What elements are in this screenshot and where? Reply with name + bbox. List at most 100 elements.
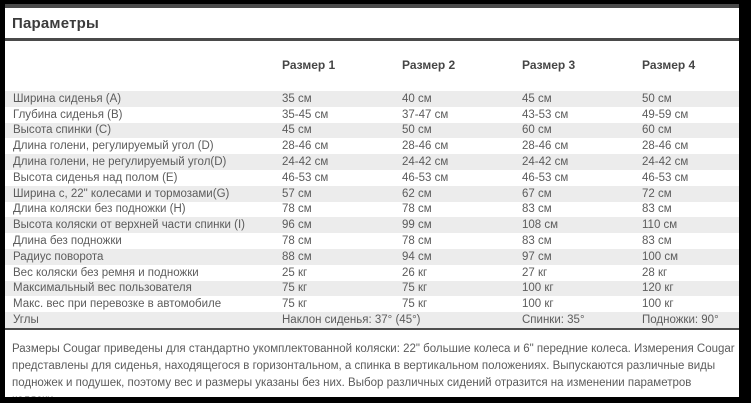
row-value: 45 см: [282, 124, 312, 137]
table-row: Вес коляски без ремня и подножки 25 кг 26 …: [5, 265, 739, 281]
row-value: 100 кг: [522, 298, 554, 311]
row-value: 62 см: [402, 187, 432, 200]
row-value: 83 см: [642, 235, 672, 248]
row-value: 46-53 см: [642, 171, 689, 184]
table-row: Глубина сиденья (B) 35-45 см 37-47 см 43-53…: [5, 107, 739, 123]
row-label: Макс. вес при перевозке в автомобиле: [13, 298, 222, 311]
row-value: 46-53 см: [522, 171, 569, 184]
row-label: Радиус поворота: [13, 250, 104, 263]
table-row: Максимальный вес пользователя 75 кг 75 кг 1…: [5, 280, 739, 297]
row-label: Длина без подножки: [13, 235, 122, 248]
row-value: 67 см: [522, 187, 552, 200]
row-value: 49-59 см: [642, 108, 689, 121]
row-value: 96 см: [282, 219, 312, 232]
row-label: Вес коляски без ремня и подножки: [13, 266, 199, 279]
row-value: 78 см: [282, 203, 312, 216]
row-value: 45 см: [522, 92, 552, 105]
table-row: Длина голени, не регулируемый угол(D) 24-…: [5, 154, 739, 170]
row-value: 27 кг: [522, 266, 548, 279]
parameters-table: Размер 1 Размер 2 Размер 3 Размер 4 Шири…: [5, 58, 739, 330]
row-value: 26 кг: [402, 266, 428, 279]
row-value: 46-53 см: [402, 171, 449, 184]
row-value: 78 см: [282, 235, 312, 248]
row-value: 78 см: [402, 235, 432, 248]
row-value: 24-42 см: [402, 156, 449, 169]
table-header-row: Размер 1 Размер 2 Размер 3 Размер 4: [5, 58, 739, 72]
column-header-size-2: Размер 2: [402, 58, 456, 72]
footnote: Размеры Cougar приведены для стандартно …: [12, 342, 735, 403]
row-value: 24-42 см: [522, 156, 569, 169]
row-label: Ширина сиденья (A): [13, 92, 122, 105]
table-row: Высота спинки (C) 45 см 50 см 60 см 60 см: [5, 122, 739, 139]
row-value: 57 см: [282, 187, 312, 200]
row-value: 28-46 см: [402, 140, 449, 153]
angles-label: Углы: [13, 314, 39, 327]
row-value: 37-47 см: [402, 108, 449, 121]
row-value: 75 кг: [402, 298, 428, 311]
row-value: 83 см: [642, 203, 672, 216]
row-value: 35 см: [282, 92, 312, 105]
row-value: 99 см: [402, 219, 432, 232]
row-value: 108 см: [522, 219, 559, 232]
row-value: 83 см: [522, 235, 552, 248]
table-row: Длина без подножки 78 см 78 см 83 см 83 см: [5, 233, 739, 249]
row-value: 75 кг: [282, 298, 308, 311]
row-value: 60 см: [642, 124, 672, 137]
row-value: 94 см: [402, 250, 432, 263]
angles-back-value: Спинки: 35°: [522, 314, 585, 327]
table-row: Длина коляски без подножки (H) 78 см 78 см…: [5, 202, 739, 218]
row-value: 24-42 см: [282, 156, 329, 169]
row-label: Длина коляски без подножки (H): [13, 203, 186, 216]
column-header-size-4: Размер 4: [642, 58, 696, 72]
row-value: 75 кг: [282, 282, 308, 295]
row-value: 25 кг: [282, 266, 308, 279]
row-value: 100 см: [642, 250, 679, 263]
angles-seat-value: Наклон сиденья: 37° (45°): [282, 314, 421, 327]
row-label: Высота спинки (C): [13, 124, 112, 137]
row-value: 28-46 см: [642, 140, 689, 153]
row-label: Высота сиденья над полом (E): [13, 171, 178, 184]
table-row: Высота коляски от верхней части спинки (…: [5, 217, 739, 234]
row-label: Максимальный вес пользователя: [13, 282, 192, 295]
table-row: Ширина с, 22" колесами и тормозами(G) 57 …: [5, 185, 739, 202]
row-value: 40 см: [402, 92, 432, 105]
row-value: 75 кг: [402, 282, 428, 295]
row-label: Длина голени, регулируемый угол (D): [13, 140, 214, 153]
title-divider: [5, 38, 739, 41]
row-value: 100 кг: [642, 298, 674, 311]
row-label: Длина голени, не регулируемый угол(D): [13, 156, 227, 169]
table-row: Ширина сиденья (A) 35 см 40 см 45 см 50 см: [5, 91, 739, 107]
table-row: Макс. вес при перевозке в автомобиле 75 к…: [5, 296, 739, 312]
row-value: 46-53 см: [282, 171, 329, 184]
row-value: 35-45 см: [282, 108, 329, 121]
angles-row: Углы Наклон сиденья: 37° (45°) Спинки: 3…: [5, 312, 739, 330]
row-label: Ширина с, 22" колесами и тормозами(G): [13, 187, 230, 200]
page-title: Параметры: [12, 15, 99, 32]
row-value: 24-42 см: [642, 156, 689, 169]
row-label: Глубина сиденья (B): [13, 108, 123, 121]
row-value: 78 см: [402, 203, 432, 216]
row-value: 88 см: [282, 250, 312, 263]
row-value: 120 кг: [642, 282, 674, 295]
row-label: Высота коляски от верхней части спинки (…: [13, 219, 245, 232]
table-body: Ширина сиденья (A) 35 см 40 см 45 см 50 см Гл…: [5, 91, 739, 312]
row-value: 110 см: [642, 219, 678, 232]
column-header-size-1: Размер 1: [282, 58, 336, 72]
row-value: 28-46 см: [522, 140, 569, 153]
table-row: Радиус поворота 88 см 94 см 97 см 100 см: [5, 248, 739, 265]
table-row: Высота сиденья над полом (E) 46-53 см 46-5…: [5, 170, 739, 186]
top-divider: [5, 4, 739, 8]
angles-footrest-value: Подножки: 90°: [642, 314, 719, 327]
table-row: Длина голени, регулируемый угол (D) 28-46…: [5, 138, 739, 154]
row-value: 72 см: [642, 187, 672, 200]
header-spacer: [13, 58, 282, 72]
column-header-size-3: Размер 3: [522, 58, 576, 72]
row-value: 100 кг: [522, 282, 554, 295]
row-value: 50 см: [642, 92, 672, 105]
row-value: 43-53 см: [522, 108, 569, 121]
row-value: 97 см: [522, 250, 552, 263]
row-value: 28-46 см: [282, 140, 329, 153]
row-value: 83 см: [522, 203, 552, 216]
row-value: 28 кг: [642, 266, 668, 279]
